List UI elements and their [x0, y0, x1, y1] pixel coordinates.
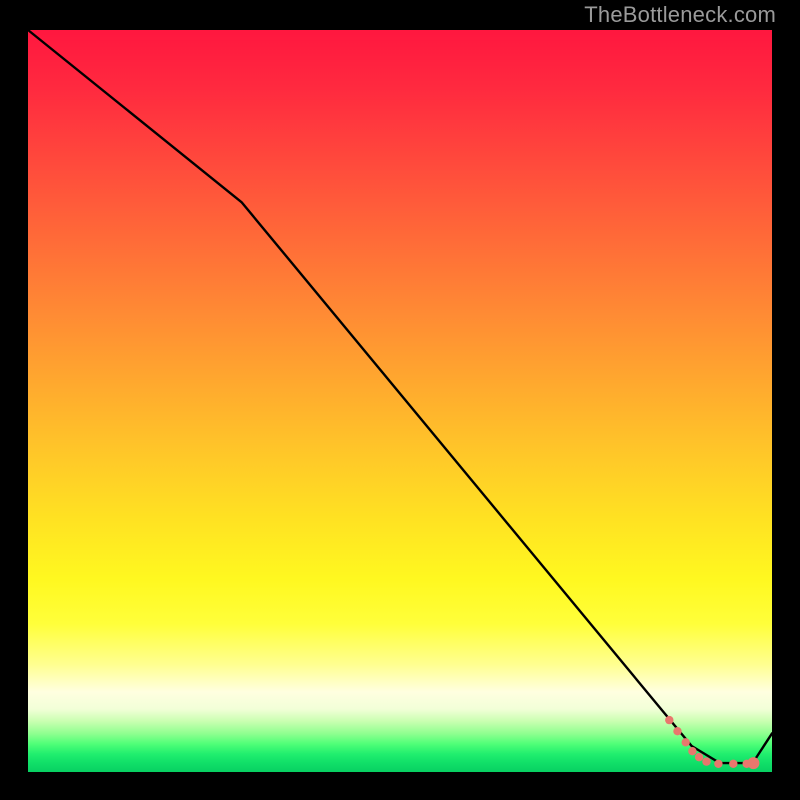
highlight-dot	[714, 760, 722, 768]
highlight-dot	[682, 738, 690, 746]
highlight-dot	[673, 727, 681, 735]
highlight-dot	[695, 753, 703, 761]
highlight-dot	[702, 757, 710, 765]
highlight-dot	[665, 716, 673, 724]
chart-viewport: TheBottleneck.com	[0, 0, 800, 800]
bottleneck-chart	[0, 0, 800, 800]
highlight-dot	[688, 747, 696, 755]
plot-area	[28, 30, 772, 772]
highlight-dot	[747, 757, 759, 769]
highlight-dot	[729, 760, 737, 768]
watermark-text: TheBottleneck.com	[584, 2, 776, 28]
